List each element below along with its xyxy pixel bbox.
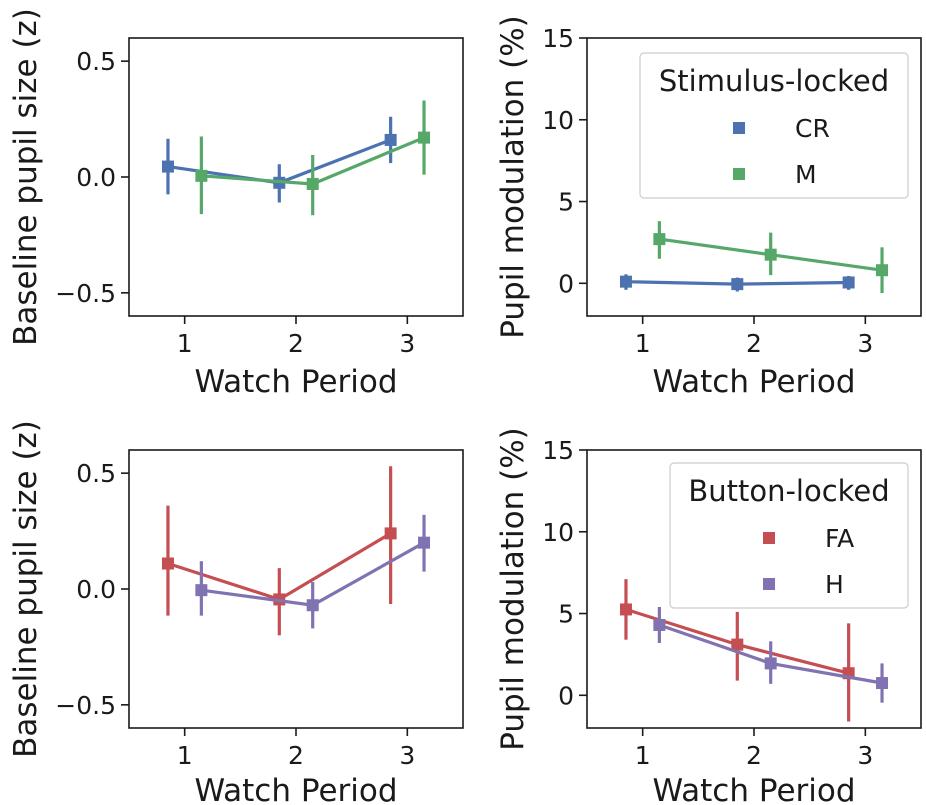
data-point [619, 603, 632, 616]
data-point [195, 169, 208, 182]
series-h [653, 606, 889, 703]
legend-entry-label: H [825, 570, 844, 599]
data-point [384, 133, 397, 146]
series-m [195, 100, 431, 216]
x-axis-label: Watch Period [652, 364, 855, 400]
data-point [876, 264, 889, 277]
x-tick-label: 3 [399, 329, 415, 358]
y-axis-label: Pupil modulation (%) [495, 15, 531, 339]
legend-box [639, 52, 909, 199]
x-tick-label: 3 [857, 741, 873, 770]
x-axis-label: Watch Period [194, 773, 397, 805]
y-tick-label: 0.5 [76, 47, 116, 76]
x-tick-label: 2 [746, 329, 762, 358]
y-tick-label: 0 [558, 269, 574, 298]
y-tick-label: −0.5 [55, 279, 116, 308]
data-point [653, 233, 666, 246]
legend-marker [733, 168, 745, 180]
y-tick-label: 0.5 [76, 459, 116, 488]
legend-marker [733, 122, 745, 134]
data-point [161, 160, 174, 173]
y-tick-label: 10 [542, 106, 574, 135]
x-axis-label: Watch Period [194, 364, 397, 400]
data-point [876, 677, 889, 690]
y-tick-label: 0 [558, 681, 574, 710]
data-point [653, 618, 666, 631]
data-point [306, 177, 319, 190]
data-point [384, 527, 397, 540]
y-tick-label: 0.0 [76, 575, 116, 604]
y-axis-label: Pupil modulation (%) [495, 427, 531, 751]
data-point [418, 131, 431, 144]
legend-box [669, 462, 909, 609]
data-point [306, 599, 319, 612]
legend-marker [763, 578, 775, 590]
legend: Stimulus-locked CR M [639, 52, 909, 199]
y-tick-label: 15 [542, 436, 574, 465]
y-axis-label: Baseline pupil size (z) [8, 8, 44, 346]
x-tick-label: 3 [857, 329, 873, 358]
data-point [161, 557, 174, 570]
x-tick-label: 2 [288, 741, 304, 770]
legend-marker [763, 532, 775, 544]
data-point [418, 536, 431, 549]
y-axis-label: Baseline pupil size (z) [8, 420, 44, 758]
data-point [619, 275, 632, 288]
series-cr [619, 274, 855, 292]
data-point [764, 248, 777, 261]
y-tick-label: 15 [542, 24, 574, 53]
y-tick-label: 10 [542, 518, 574, 547]
legend-entry-label: FA [825, 524, 854, 553]
data-point [764, 657, 777, 670]
y-tick-label: −0.5 [55, 691, 116, 720]
series-h [195, 514, 431, 629]
series-cr [161, 116, 397, 203]
y-tick-label: 0.0 [76, 163, 116, 192]
x-tick-label: 2 [288, 329, 304, 358]
y-tick-label: 5 [558, 600, 574, 629]
x-tick-label: 2 [746, 741, 762, 770]
legend-title: Stimulus-locked [659, 64, 889, 98]
data-point [731, 278, 744, 291]
legend-entry-label: CR [795, 114, 830, 143]
x-tick-label: 1 [635, 741, 651, 770]
legend: Button-locked FA H [669, 462, 909, 609]
x-tick-label: 1 [177, 741, 193, 770]
series-fa [161, 466, 397, 636]
legend-title: Button-locked [688, 474, 889, 508]
x-axis-label: Watch Period [652, 773, 855, 805]
data-point [195, 584, 208, 597]
legend-entry-label: M [795, 160, 817, 189]
y-tick-label: 5 [558, 188, 574, 217]
x-tick-label: 1 [635, 329, 651, 358]
data-point [731, 638, 744, 651]
series-m [653, 221, 889, 294]
data-point [842, 276, 855, 289]
x-tick-label: 1 [177, 329, 193, 358]
x-tick-label: 3 [399, 741, 415, 770]
